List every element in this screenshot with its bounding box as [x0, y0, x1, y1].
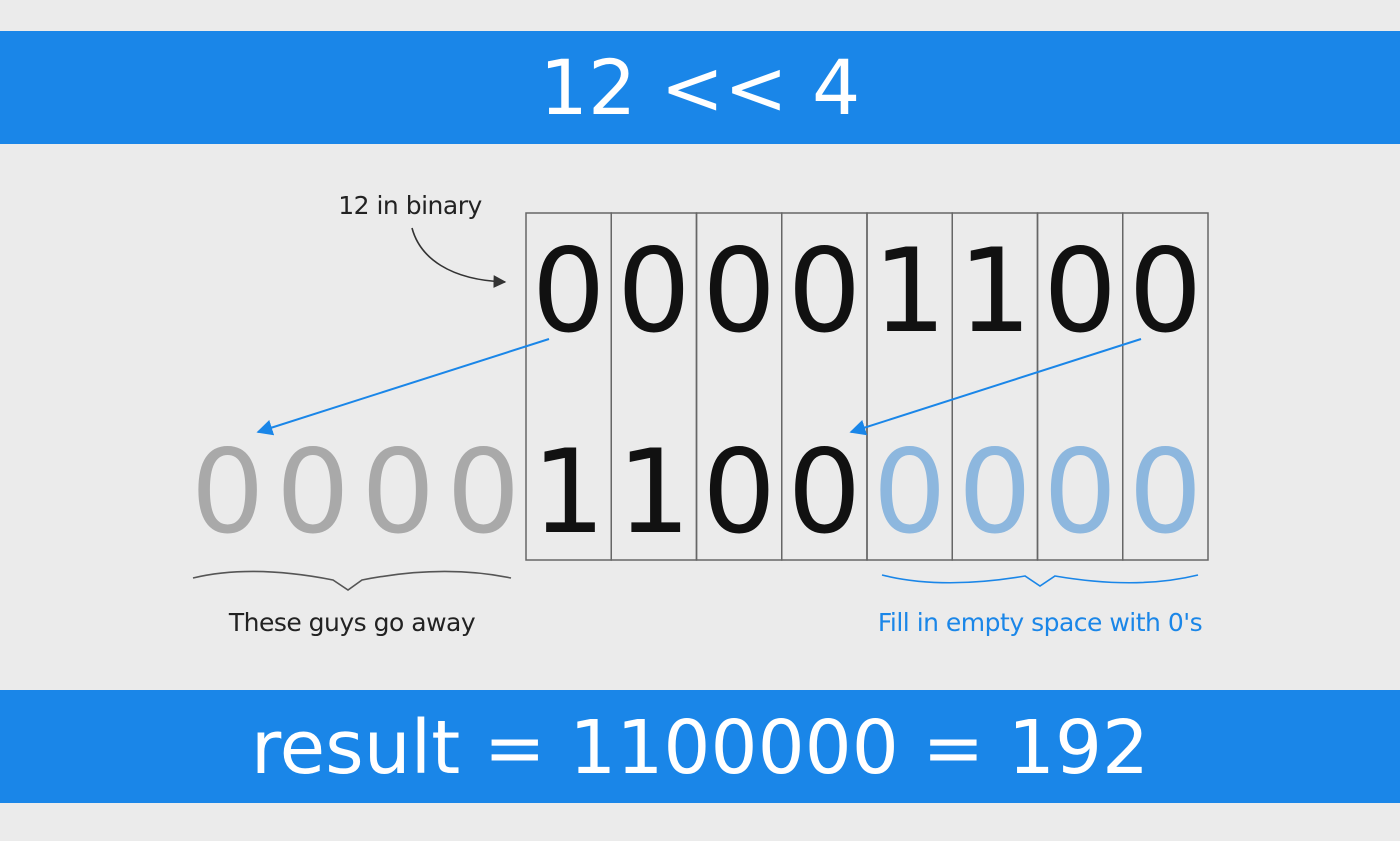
bit-cell [1122, 212, 1209, 561]
kept-bit: 1 [617, 425, 691, 560]
input-bit: 0 [702, 224, 776, 359]
title-banner: 12 << 4 [0, 31, 1400, 144]
discarded-bit: 0 [446, 425, 520, 560]
filled-zero-bit: 0 [1043, 425, 1117, 560]
expression-title: 12 << 4 [539, 43, 861, 132]
input-bit: 0 [787, 224, 861, 359]
filled-label: Fill in empty space with 0's [878, 608, 1202, 637]
input-bit: 1 [873, 224, 947, 359]
filled-zero-bit: 0 [1128, 425, 1202, 560]
kept-bit: 1 [532, 425, 606, 560]
result-banner: result = 1100000 = 192 [0, 690, 1400, 803]
binary-annotation-label: 12 in binary [338, 191, 482, 220]
discarded-bit: 0 [361, 425, 435, 560]
filled-zero-bit: 0 [873, 425, 947, 560]
kept-bit: 0 [787, 425, 861, 560]
discarded-label: These guys go away [228, 608, 476, 637]
discarded-brace [192, 570, 512, 591]
result-text: result = 1100000 = 192 [250, 705, 1150, 791]
bit-cell-grid [525, 212, 1209, 561]
input-bit: 0 [617, 224, 691, 359]
kept-bit: 0 [702, 425, 776, 560]
input-bit: 0 [1128, 224, 1202, 359]
filled-brace [881, 574, 1199, 587]
shift-in-arrow [849, 338, 1142, 436]
filled-zero-bit: 0 [958, 425, 1032, 560]
discarded-bit: 0 [276, 425, 350, 560]
shift-out-arrow [256, 338, 550, 436]
input-bit: 1 [958, 224, 1032, 359]
binary-annotation-arrow [411, 227, 507, 288]
input-bit: 0 [532, 224, 606, 359]
discarded-bit: 0 [191, 425, 265, 560]
input-bit: 0 [1043, 224, 1117, 359]
